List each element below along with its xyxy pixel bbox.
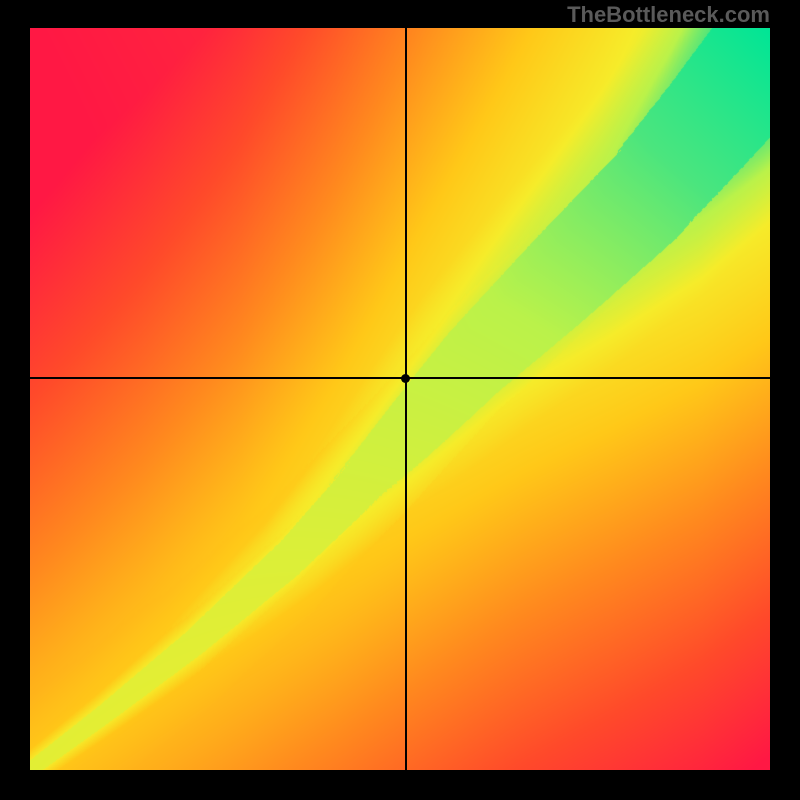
attribution-label: TheBottleneck.com (567, 2, 770, 28)
heatmap-canvas (30, 28, 770, 770)
heatmap-plot (30, 28, 770, 770)
